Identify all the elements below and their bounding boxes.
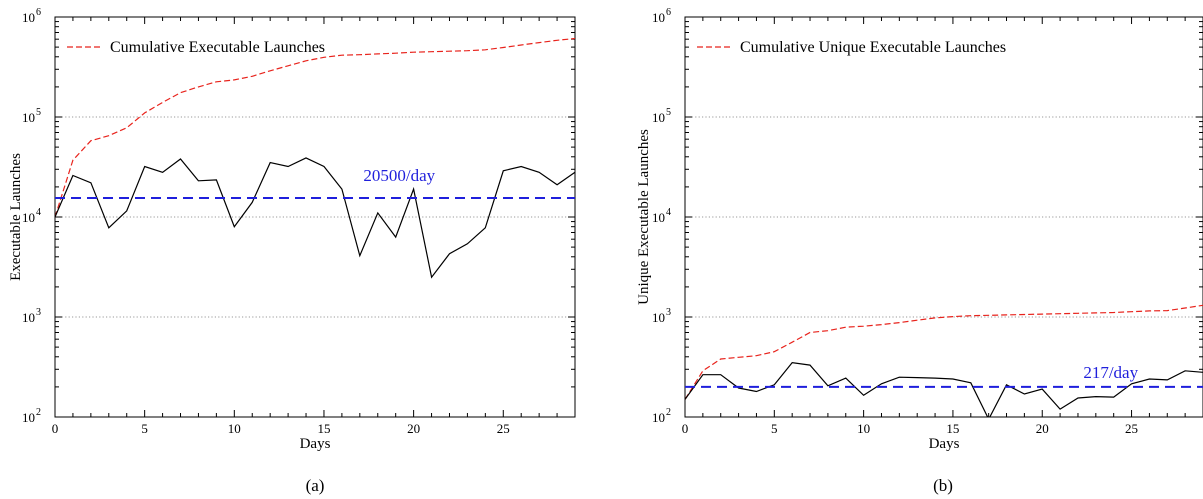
x-tick-label: 15 [946,421,959,436]
y-tick-label: 10 [22,410,35,425]
y-tick-label: 10 [22,110,35,125]
x-tick-label: 20 [1036,421,1049,436]
x-tick-label: 25 [497,421,510,436]
x-axis-title: Days [300,436,331,452]
panel-caption: (b) [933,476,953,495]
x-tick-label: 10 [857,421,870,436]
x-tick-label: 0 [682,421,689,436]
x-tick-label: 5 [141,421,148,436]
y-tick-exponent: 4 [36,207,41,218]
y-tick-label: 10 [22,310,35,325]
y-tick-exponent: 2 [36,407,41,418]
x-tick-label: 10 [228,421,241,436]
x-axis-title: Days [929,436,960,452]
x-tick-label: 5 [771,421,778,436]
y-tick-label: 10 [652,410,665,425]
y-tick-label: 10 [652,210,665,225]
rate-annotation: 217/day [1083,363,1138,382]
daily-launches-line [55,157,575,279]
y-tick-exponent: 6 [36,7,41,18]
y-tick-label: 10 [652,110,665,125]
y-tick-exponent: 6 [666,7,671,18]
x-tick-label: 0 [52,421,59,436]
cumulative-launches-line [55,37,575,218]
y-axis-title: Unique Executable Launches [636,129,652,305]
y-tick-exponent: 5 [36,107,41,118]
y-tick-label: 10 [22,10,35,25]
x-tick-label: 20 [407,421,420,436]
y-tick-exponent: 5 [666,107,671,118]
y-axis-title: Executable Launches [8,153,24,281]
legend-label: Cumulative Executable Launches [110,39,325,56]
y-tick-exponent: 3 [666,307,671,318]
x-tick-label: 15 [317,421,330,436]
y-tick-label: 10 [652,10,665,25]
x-tick-label: 25 [1125,421,1138,436]
legend-label: Cumulative Unique Executable Launches [740,39,1006,56]
y-tick-exponent: 3 [36,307,41,318]
rate-annotation: 20500/day [363,166,435,185]
panel-caption: (a) [306,476,325,495]
cumulative-launches-line [685,304,1203,400]
y-tick-label: 10 [22,210,35,225]
y-tick-exponent: 4 [666,207,671,218]
y-tick-label: 10 [652,310,665,325]
y-tick-exponent: 2 [666,407,671,418]
